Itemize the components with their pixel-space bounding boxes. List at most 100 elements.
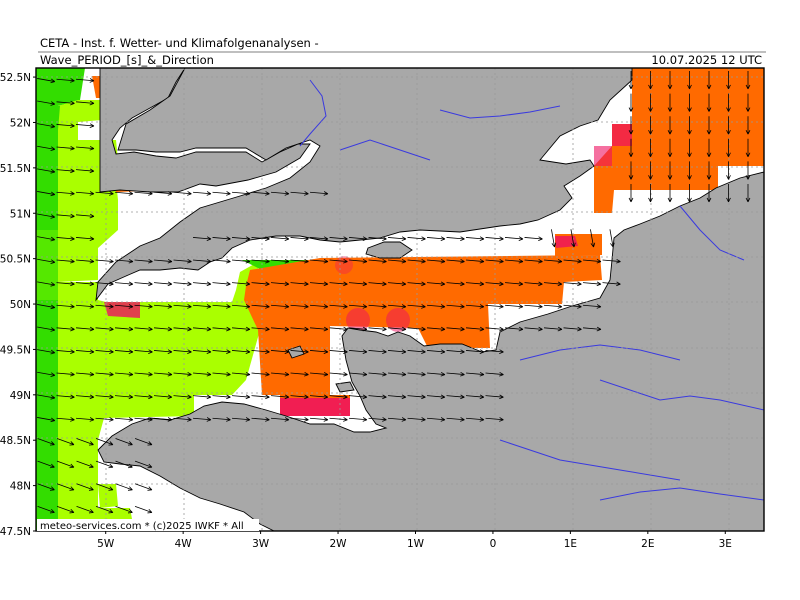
- lat-tick-label: 48N: [10, 481, 31, 493]
- direction-arrow: [153, 417, 173, 422]
- direction-arrow: [95, 349, 114, 354]
- direction-arrow: [56, 78, 75, 83]
- direction-arrow: [667, 184, 673, 203]
- direction-arrow: [270, 258, 290, 264]
- direction-arrow: [192, 191, 212, 196]
- direction-arrow: [485, 258, 504, 264]
- direction-arrow: [95, 460, 114, 469]
- direction-arrow: [706, 93, 712, 112]
- direction-arrow: [648, 71, 653, 90]
- direction-arrow: [426, 326, 446, 332]
- direction-arrow: [115, 460, 133, 469]
- direction-arrow: [251, 371, 270, 377]
- direction-arrow: [667, 93, 673, 112]
- direction-arrow: [192, 258, 212, 264]
- lon-tick-label: 3E: [719, 538, 732, 550]
- lon-tick-label: 2E: [641, 538, 654, 550]
- direction-arrow: [75, 349, 95, 354]
- direction-arrow: [348, 236, 368, 241]
- direction-arrow: [251, 304, 270, 309]
- direction-arrow: [465, 349, 485, 354]
- direction-arrow: [153, 394, 173, 400]
- direction-arrow: [56, 281, 75, 287]
- direction-arrow: [212, 281, 231, 287]
- direction-arrow: [368, 349, 387, 354]
- direction-arrow: [726, 71, 731, 90]
- lat-tick-label: 52N: [10, 117, 31, 129]
- direction-arrow: [290, 191, 309, 196]
- direction-arrow: [75, 326, 95, 332]
- direction-arrow: [192, 394, 212, 400]
- direction-arrow: [309, 349, 329, 354]
- rivers: [299, 79, 764, 501]
- direction-arrow: [309, 326, 329, 332]
- direction-arrow: [37, 349, 56, 355]
- direction-arrow: [706, 184, 712, 203]
- direction-arrow: [95, 326, 114, 332]
- direction-arrow: [504, 326, 524, 332]
- direction-arrow: [329, 281, 348, 287]
- direction-arrow: [348, 417, 368, 422]
- direction-arrow: [726, 116, 731, 135]
- direction-arrow: [387, 371, 407, 377]
- direction-arrow: [95, 258, 114, 264]
- direction-arrow: [368, 281, 387, 287]
- credit-text: meteo-services.com * (c)2025 IWKF * All: [40, 521, 244, 532]
- direction-arrow: [37, 460, 55, 469]
- direction-arrow: [134, 460, 153, 469]
- direction-arrow: [706, 116, 712, 135]
- direction-arrow: [37, 483, 55, 491]
- direction-arrow: [706, 138, 712, 157]
- direction-arrow: [115, 483, 133, 491]
- direction-arrow: [173, 258, 192, 264]
- direction-arrow: [251, 417, 270, 422]
- direction-arrow: [426, 371, 446, 377]
- direction-arrow: [192, 281, 212, 287]
- lon-tick-label: 1W: [407, 538, 425, 550]
- direction-arrow: [56, 123, 75, 128]
- direction-arrow: [231, 281, 251, 287]
- direction-arrow: [134, 326, 153, 332]
- direction-arrow: [485, 304, 504, 309]
- direction-arrow: [75, 304, 95, 309]
- direction-arrow: [407, 349, 426, 354]
- lat-tick-label: 50N: [10, 299, 31, 311]
- direction-arrow: [667, 161, 673, 180]
- direction-arrow: [485, 394, 504, 400]
- direction-arrow: [687, 71, 692, 90]
- lat-tick-label: 47.5N: [0, 526, 31, 538]
- direction-arrow: [76, 438, 94, 446]
- direction-arrow: [56, 213, 75, 219]
- direction-arrow: [37, 417, 56, 423]
- direction-arrow: [407, 281, 426, 287]
- direction-arrow: [368, 326, 387, 332]
- direction-arrow: [95, 483, 114, 491]
- direction-arrow: [348, 281, 368, 287]
- direction-arrow: [368, 304, 387, 309]
- direction-arrow: [368, 258, 387, 264]
- direction-arrow: [231, 349, 251, 354]
- direction-arrow: [37, 236, 56, 242]
- direction-arrow: [524, 236, 543, 241]
- direction-arrow: [648, 138, 653, 157]
- direction-arrow: [628, 93, 634, 112]
- direction-arrow: [745, 93, 751, 112]
- direction-arrow: [56, 236, 75, 241]
- direction-arrow: [114, 326, 134, 332]
- lon-tick-label: 5W: [97, 538, 115, 550]
- direction-arrow: [56, 349, 75, 354]
- lon-tick-label: 1E: [564, 538, 577, 550]
- direction-arrow: [37, 168, 56, 174]
- direction-arrow: [648, 93, 653, 112]
- direction-arrow: [446, 236, 465, 241]
- direction-arrow: [290, 258, 309, 264]
- direction-arrow: [609, 229, 615, 248]
- direction-arrow: [329, 349, 348, 354]
- direction-arrow: [329, 258, 348, 264]
- direction-arrow: [114, 304, 134, 309]
- direction-arrow: [115, 438, 133, 446]
- direction-arrow: [426, 394, 446, 400]
- direction-arrow: [95, 417, 114, 422]
- direction-arrow: [95, 394, 114, 400]
- direction-arrow: [648, 184, 653, 203]
